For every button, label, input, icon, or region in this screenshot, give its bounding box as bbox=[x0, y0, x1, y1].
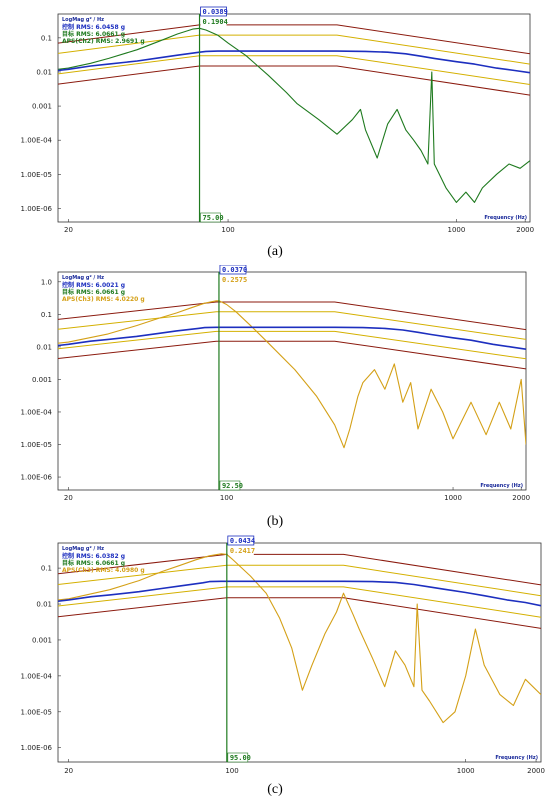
cursor-x-box bbox=[219, 480, 241, 491]
plot-area bbox=[58, 300, 526, 449]
cursor-x-box bbox=[200, 212, 221, 223]
y-axis-label: LogMag g² / Hz bbox=[62, 275, 104, 281]
cursor-x-label: 92.50 bbox=[222, 482, 243, 490]
y-tick-label: 0.001 bbox=[32, 376, 52, 384]
abort-limit-lower bbox=[58, 340, 526, 370]
caption-b: (b) bbox=[266, 514, 284, 529]
panel-c: 0.1 0.01 0.001 1.00E-04 1.00E-05 1.00E-06 20 10… bbox=[0, 535, 550, 780]
y-tick-label: 0.001 bbox=[32, 103, 52, 111]
x-axis-label: Frequency (Hz) bbox=[480, 483, 523, 489]
x-tick-label: 20 bbox=[64, 494, 73, 502]
y-tick-label: 1.00E-04 bbox=[21, 137, 53, 145]
abort-limit-upper bbox=[58, 301, 526, 331]
legend-entry: 控制 RMS: 6.0382 g bbox=[62, 552, 125, 560]
y-tick-label: 1.00E-04 bbox=[21, 408, 53, 416]
alarm-limit-lower bbox=[58, 330, 526, 360]
series-line-response bbox=[58, 553, 541, 724]
panel-b: 1.0 0.1 0.01 0.001 1.00E-04 1.00E-05 1.00E-06 2… bbox=[0, 265, 550, 510]
chart-c: 0.1 0.01 0.001 1.00E-04 1.00E-05 1.00E-06 20 10… bbox=[21, 535, 545, 775]
x-tick-label: 100 bbox=[220, 494, 233, 502]
legend-entry: APS(Ch3) RMS: 4.0980 g bbox=[62, 567, 145, 574]
legend-entry: 控制 RMS: 6.0021 g bbox=[62, 281, 125, 289]
alarm-limit-lower bbox=[58, 586, 541, 618]
cursor-value-box bbox=[227, 535, 255, 546]
y-tick-label: 1.00E-05 bbox=[21, 441, 52, 449]
caption-c: (c) bbox=[267, 782, 283, 797]
abort-limit-upper bbox=[58, 553, 541, 586]
cursor-value: 0.2575 bbox=[222, 276, 247, 284]
alarm-limit-upper bbox=[58, 311, 526, 340]
x-axis-label: Frequency (Hz) bbox=[484, 215, 527, 221]
abort-limit-lower bbox=[58, 597, 541, 629]
cursor-value: 0.0389 bbox=[203, 8, 228, 16]
y-tick-label: 0.01 bbox=[36, 68, 52, 76]
y-tick-label: 1.0 bbox=[41, 278, 52, 286]
x-tick-label: 2000 bbox=[527, 767, 545, 775]
alarm-limit-upper bbox=[58, 34, 530, 65]
y-tick-label: 1.00E-06 bbox=[21, 474, 53, 482]
legend-entry: APS(Ch3) RMS: 4.0220 g bbox=[62, 296, 145, 303]
y-tick-label: 0.1 bbox=[41, 565, 52, 573]
plot-frame bbox=[57, 271, 527, 491]
y-axis-label: LogMag g² / Hz bbox=[62, 546, 104, 552]
caption-a: (a) bbox=[267, 244, 283, 259]
abort-limit-lower bbox=[58, 65, 530, 96]
x-tick-label: 20 bbox=[64, 226, 73, 234]
plot-area bbox=[58, 553, 541, 724]
series-line-control bbox=[58, 50, 530, 74]
legend-entry: APS(Ch2) RMS: 2.9691 g bbox=[62, 38, 145, 45]
alarm-limit-upper bbox=[58, 564, 541, 597]
legend-entry: 目标 RMS: 6.0661 g bbox=[62, 30, 125, 38]
y-tick-label: 1.00E-05 bbox=[21, 708, 52, 716]
x-tick-label: 2000 bbox=[516, 226, 534, 234]
plot-frame bbox=[57, 13, 531, 223]
panel-a: 0.1 0.01 0.001 1.00E-04 1.00E-05 1.00E-06 20 10… bbox=[0, 0, 550, 240]
x-tick-label: 1000 bbox=[457, 767, 475, 775]
cursor-value: 0.0434 bbox=[230, 537, 255, 545]
series-line-response bbox=[58, 300, 526, 449]
y-tick-label: 1.00E-06 bbox=[21, 205, 53, 213]
abort-limit-upper bbox=[58, 24, 530, 55]
chart-b: 1.0 0.1 0.01 0.001 1.00E-04 1.00E-05 1.00E-06 2… bbox=[21, 265, 530, 502]
legend-entry: 目标 RMS: 6.0661 g bbox=[62, 288, 125, 296]
y-tick-label: 0.1 bbox=[41, 311, 52, 319]
y-tick-label: 1.00E-04 bbox=[21, 672, 53, 680]
y-axis-label: LogMag g² / Hz bbox=[62, 17, 104, 23]
x-tick-label: 100 bbox=[225, 767, 238, 775]
chart-a: 0.1 0.01 0.001 1.00E-04 1.00E-05 1.00E-06 20 10… bbox=[21, 6, 534, 234]
x-tick-label: 1000 bbox=[444, 494, 462, 502]
plot-frame bbox=[57, 542, 542, 763]
x-tick-label: 1000 bbox=[448, 226, 466, 234]
plot-area bbox=[58, 24, 530, 203]
series-line-response bbox=[58, 27, 530, 203]
y-tick-label: 0.001 bbox=[32, 636, 52, 644]
legend-entry: 目标 RMS: 6.0661 g bbox=[62, 559, 125, 567]
y-tick-label: 0.01 bbox=[36, 601, 52, 609]
alarm-limit-lower bbox=[58, 55, 530, 85]
y-tick-label: 0.1 bbox=[41, 34, 52, 42]
y-tick-label: 1.00E-06 bbox=[21, 744, 53, 752]
series-line-control bbox=[58, 326, 526, 350]
cursor-value: 0.0370 bbox=[222, 266, 247, 274]
cursor-value-box bbox=[227, 546, 254, 555]
cursor-x-box bbox=[227, 752, 249, 763]
cursor-value: 0.2417 bbox=[230, 547, 255, 555]
y-tick-label: 1.00E-05 bbox=[21, 171, 52, 179]
cursor-value-box bbox=[200, 6, 227, 17]
x-tick-label: 20 bbox=[64, 767, 73, 775]
x-tick-label: 2000 bbox=[512, 494, 530, 502]
cursor-x-label: 75.00 bbox=[203, 214, 224, 222]
cursor-x-label: 95.00 bbox=[230, 754, 251, 762]
x-axis-label: Frequency (Hz) bbox=[495, 755, 538, 761]
cursor-value-box bbox=[219, 275, 246, 284]
x-tick-label: 100 bbox=[221, 226, 234, 234]
series-line-control bbox=[58, 580, 541, 607]
cursor-value-box bbox=[200, 17, 227, 26]
cursor-value-box bbox=[219, 265, 247, 275]
legend-entry: 控制 RMS: 6.0458 g bbox=[62, 23, 125, 31]
y-tick-label: 0.01 bbox=[36, 343, 52, 351]
cursor-value: 0.1904 bbox=[203, 18, 228, 26]
